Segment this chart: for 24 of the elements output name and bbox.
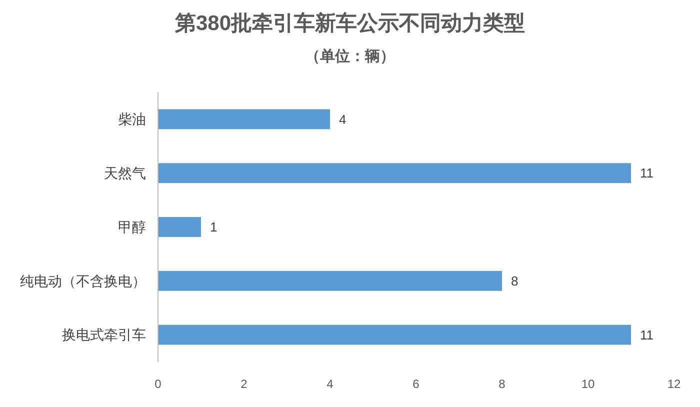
- y-tick-label: 纯电动（不含换电）: [20, 272, 146, 289]
- x-tick-label: 8: [498, 377, 506, 391]
- data-label: 11: [640, 166, 654, 181]
- y-tick-label: 天然气: [104, 165, 146, 182]
- x-tick-label: 4: [326, 377, 334, 391]
- bar: [158, 324, 631, 345]
- bar: [158, 217, 201, 237]
- data-label: 4: [339, 112, 346, 127]
- x-tick-label: 6: [412, 377, 420, 391]
- data-label: 11: [640, 327, 654, 342]
- bar: [158, 109, 330, 130]
- data-label: 1: [210, 220, 218, 235]
- x-tick-label: 2: [240, 377, 248, 391]
- chart-title: 第380批牵引车新车公示不同动力类型: [174, 11, 526, 35]
- y-tick-label: 甲醇: [118, 218, 146, 235]
- data-label: 8: [511, 273, 518, 288]
- bar: [158, 163, 631, 184]
- x-tick-label: 0: [154, 377, 162, 391]
- bar: [158, 270, 502, 291]
- x-tick-label: 10: [581, 377, 595, 391]
- x-tick-label: 12: [667, 377, 681, 391]
- chart-subtitle: （单位：辆）: [305, 48, 395, 65]
- y-tick-label: 换电式牵引车: [62, 326, 146, 343]
- y-tick-label: 柴油: [118, 111, 146, 128]
